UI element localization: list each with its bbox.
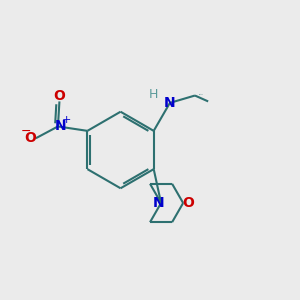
Text: N: N: [55, 119, 66, 134]
Text: methyl: methyl: [199, 93, 204, 95]
Text: +: +: [62, 115, 71, 125]
Text: N: N: [164, 96, 176, 110]
Text: O: O: [53, 89, 65, 103]
Text: N: N: [153, 196, 164, 210]
Text: −: −: [20, 125, 31, 138]
Text: methyl: methyl: [196, 90, 201, 91]
Text: O: O: [182, 196, 194, 210]
Text: H: H: [149, 88, 158, 101]
Text: O: O: [25, 131, 37, 145]
